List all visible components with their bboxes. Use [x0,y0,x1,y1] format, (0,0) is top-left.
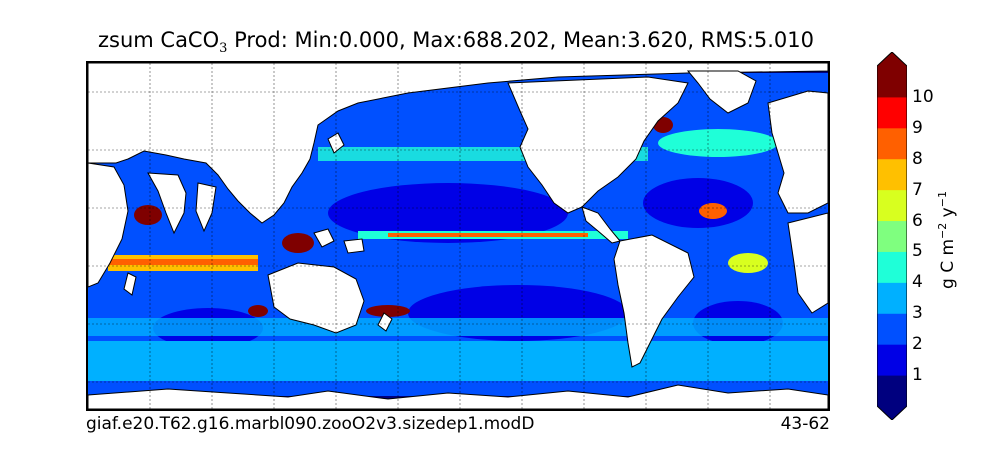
south-america-landmass [613,234,695,368]
colorbar-tick-label: 6 [912,210,923,231]
north-atlantic-gyre [643,178,753,228]
gulf-stream-high [699,203,727,219]
tasman-hotspot [366,305,410,317]
equatorial-pacific-high [388,233,588,237]
colorbar-segment [877,344,907,376]
colorbar-segment [877,375,907,407]
colorbar-tick-label: 10 [912,86,934,107]
colorbar-segment [877,96,907,129]
antarctica-landmass [88,384,828,409]
africa-landmass [88,162,129,288]
colorbar-tick-label: 4 [912,272,923,293]
colorbar-tick-label: 9 [912,117,923,138]
case-name-label: giaf.e20.T62.g16.marbl090.zooO2v3.sizede… [86,414,535,434]
australia-landmass [267,262,365,334]
colorbar-segment [877,66,907,98]
southern-ocean-band [88,341,828,381]
years-label: 43-62 [780,414,830,434]
colorbar-graphic [876,51,908,421]
colorbar-tick-label: 2 [912,334,923,355]
colorbar-tick-label: 5 [912,241,923,262]
map-panel [86,61,830,411]
colorbar-segment [877,158,907,191]
colorbar-tick-label: 1 [912,365,923,386]
indonesia-hotspot [282,233,314,253]
colorbar-extend-min [877,406,907,420]
colorbar-segment [877,282,907,314]
colorbar-segment [877,251,907,283]
ocean-field-map [88,63,828,409]
colorbar [876,51,908,421]
colorbar-segment [877,189,907,222]
colorbar-segment [877,127,907,160]
colorbar-tick-label: 8 [912,148,923,169]
colorbar-tick-label: 7 [912,179,923,200]
north-pacific-gyre [328,183,568,243]
north-america-landmass [507,76,689,214]
colorbar-unit-label: g C m−2 y−1 [936,191,958,289]
colorbar-segment [877,220,907,252]
colorbar-tick-label: 3 [912,303,923,324]
colorbar-segment [877,313,907,345]
colorbar-extend-max [877,52,907,66]
asia-landmass [88,63,828,224]
plot-title: zsum CaCO3 Prod: Min:0.000, Max:688.202,… [98,28,814,57]
land [88,63,828,409]
map-grid [88,63,828,409]
